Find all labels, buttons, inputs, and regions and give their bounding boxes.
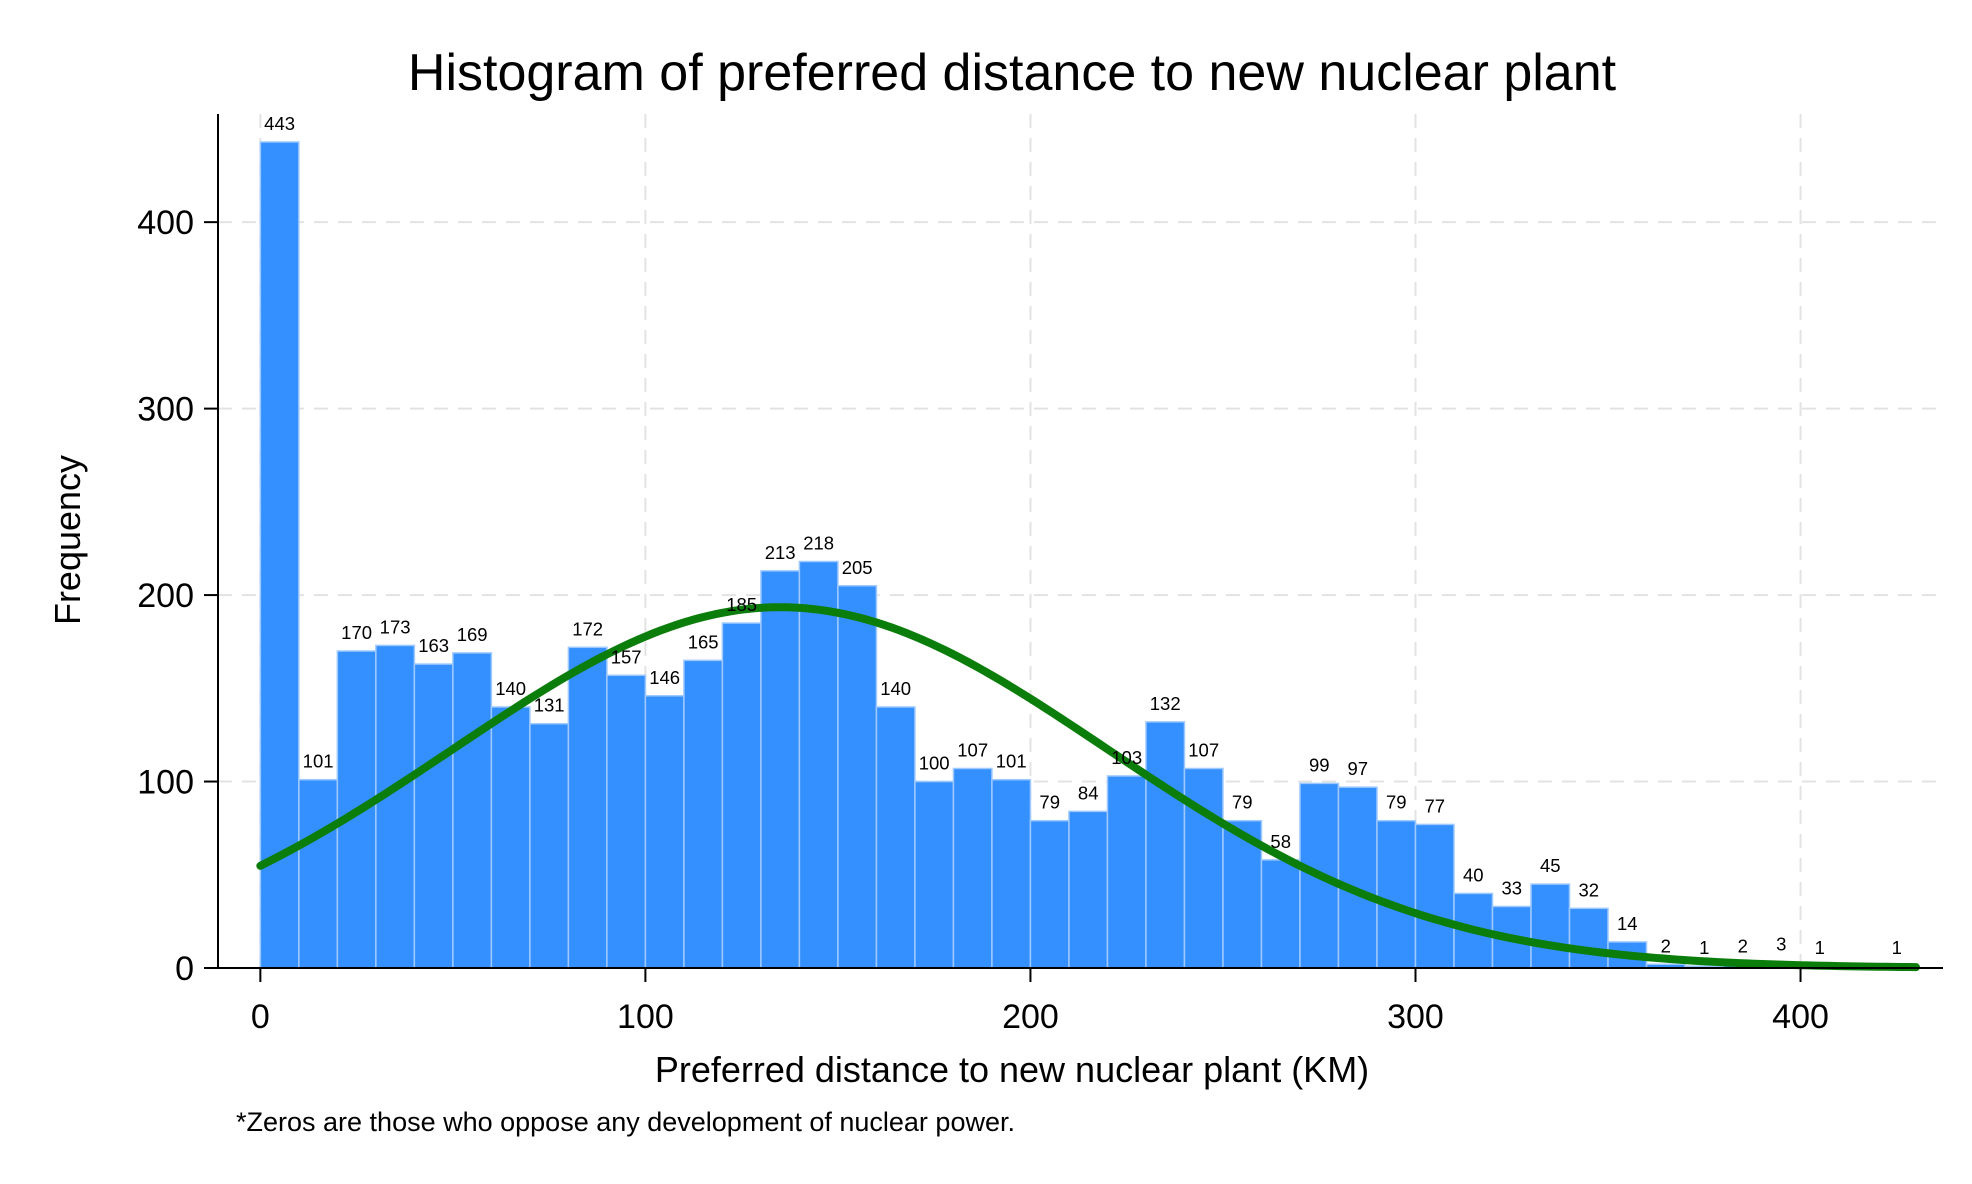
y-tick-label: 100 [137,764,194,802]
y-tick-label: 400 [137,204,194,242]
histogram-bar [1568,907,1609,969]
histogram-bar [259,141,300,969]
bar-value-label: 165 [688,631,719,652]
bar-value-label: 173 [380,616,411,637]
histogram-bar [760,570,801,969]
bar-value-label: 2 [1738,935,1748,956]
bar-value-label: 58 [1270,831,1291,852]
bar-value-label: 101 [996,751,1027,772]
histogram-bar [952,767,993,969]
bar-value-label: 79 [1386,792,1407,813]
bar-value-label: 1 [1699,937,1709,958]
x-axis-label: Preferred distance to new nuclear plant … [655,1049,1369,1090]
bar-value-label: 170 [341,622,372,643]
bar-value-label: 97 [1347,758,1368,779]
bar-value-label: 79 [1039,792,1060,813]
bar-value-label: 45 [1540,855,1561,876]
bar-value-label: 185 [726,594,757,615]
normal-curve-layer [256,603,1921,972]
bar-value-label: 205 [842,557,873,578]
bar-value-label: 107 [1188,739,1219,760]
footnote: *Zeros are those who oppose any developm… [236,1107,1015,1137]
histogram-bar [490,706,531,969]
bar-value-label: 132 [1150,693,1181,714]
histogram-bar [721,622,762,969]
bar-value-label: 1 [1815,937,1825,958]
x-tick-label: 100 [617,998,674,1036]
histogram-bar [837,585,878,969]
bar-value-label: 140 [880,678,911,699]
bar-value-label: 79 [1232,792,1253,813]
bar-value-label: 443 [264,113,295,134]
histogram-bar [1183,767,1224,969]
histogram-bar [529,722,570,969]
histogram-bar [1414,823,1455,969]
bar-value-label: 2 [1661,935,1671,956]
histogram-bar [1029,819,1070,969]
y-tick-label: 300 [137,391,194,429]
histogram-bar [413,663,454,969]
bar-value-label: 3 [1776,933,1786,954]
histogram-bar [1260,859,1301,969]
histogram-bar [1145,721,1186,969]
histogram-bars [259,141,1917,969]
bar-value-label: 172 [572,618,603,639]
bar-value-label: 14 [1617,913,1638,934]
bar-value-label: 99 [1309,754,1330,775]
bar-value-label: 101 [303,751,334,772]
bar-value-label: 163 [418,635,449,656]
histogram-bar [452,652,493,969]
histogram-bar [644,695,685,969]
histogram-bar [875,706,916,969]
chart-title: Histogram of preferred distance to new n… [408,44,1617,102]
bar-value-label: 103 [1111,747,1142,768]
bar-value-label: 169 [457,624,488,645]
bar-value-label: 213 [765,542,796,563]
histogram-bar [1106,775,1147,969]
histogram-bar [606,674,647,969]
histogram-bar [567,646,608,969]
histogram-bar [991,778,1032,969]
histogram-bar [683,659,724,969]
bar-value-label: 77 [1424,795,1445,816]
bar-value-label: 146 [649,667,680,688]
bar-value-label: 33 [1501,877,1522,898]
bar-value-label: 131 [534,695,565,716]
histogram-bar [1376,819,1417,969]
histogram-bar [1530,883,1571,969]
bar-value-label: 84 [1078,782,1099,803]
bar-value-label: 100 [919,753,950,774]
x-tick-label: 0 [251,998,270,1036]
bar-value-label: 157 [611,646,642,667]
normal-density-curve [256,603,1921,972]
bar-value-label: 32 [1578,879,1599,900]
bar-value-label: 140 [495,678,526,699]
y-tick-label: 200 [137,577,194,615]
bar-value-label: 1 [1892,937,1902,958]
histogram-bar [1068,810,1109,969]
bar-value-label: 107 [957,739,988,760]
axes: 0 100 200 300 400 0 100 200 300 400 [137,114,1943,1036]
y-axis-label: Frequency [47,455,88,625]
histogram-bar [798,560,839,969]
y-tick-label: 0 [175,950,194,988]
x-tick-label: 400 [1772,998,1829,1036]
bar-value-label: 218 [803,533,834,554]
x-tick-label: 200 [1002,998,1059,1036]
x-tick-label: 300 [1387,998,1444,1036]
histogram-bar [375,644,416,969]
bar-value-label: 40 [1463,864,1484,885]
histogram-bar [914,780,955,969]
histogram-bar [298,778,339,969]
histogram-bar [1337,786,1378,969]
